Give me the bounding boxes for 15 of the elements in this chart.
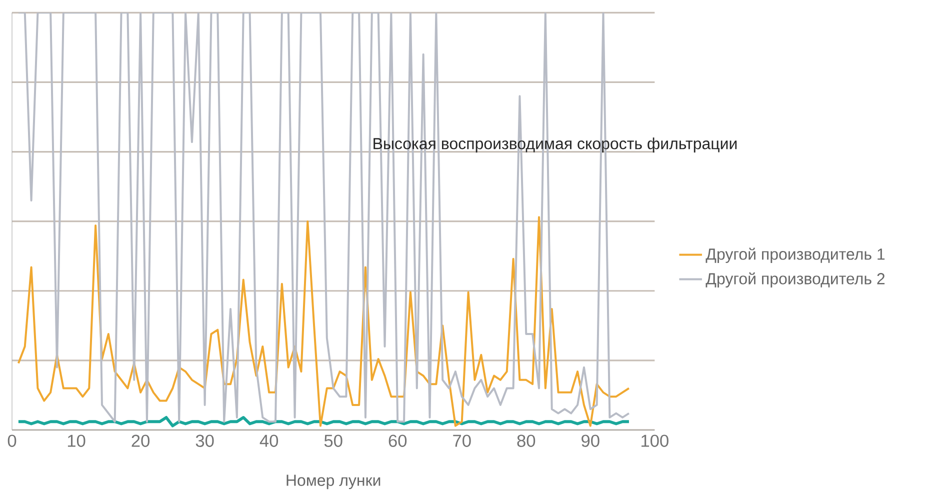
legend-label: Другой производитель 1: [706, 248, 885, 263]
x-tick-label: 50: [324, 434, 342, 447]
x-tick-label: 100: [642, 434, 668, 447]
x-tick-label: 80: [517, 434, 536, 447]
x-tick-label: 40: [260, 434, 278, 447]
legend-label: Другой производитель 2: [706, 272, 885, 288]
x-tick-label: 70: [453, 434, 471, 447]
x-axis-title: Номер лунки: [286, 474, 380, 490]
x-tick-label: 90: [582, 434, 600, 447]
annotation: Высокая воспроизводимая скорость фильтрации: [374, 138, 737, 152]
x-tick-label: 60: [388, 434, 407, 447]
x-tick-label: 20: [132, 434, 150, 447]
x-tick-label: 10: [68, 434, 86, 447]
x-tick-label: 30: [196, 434, 214, 447]
x-tick-label: 0: [8, 434, 16, 447]
